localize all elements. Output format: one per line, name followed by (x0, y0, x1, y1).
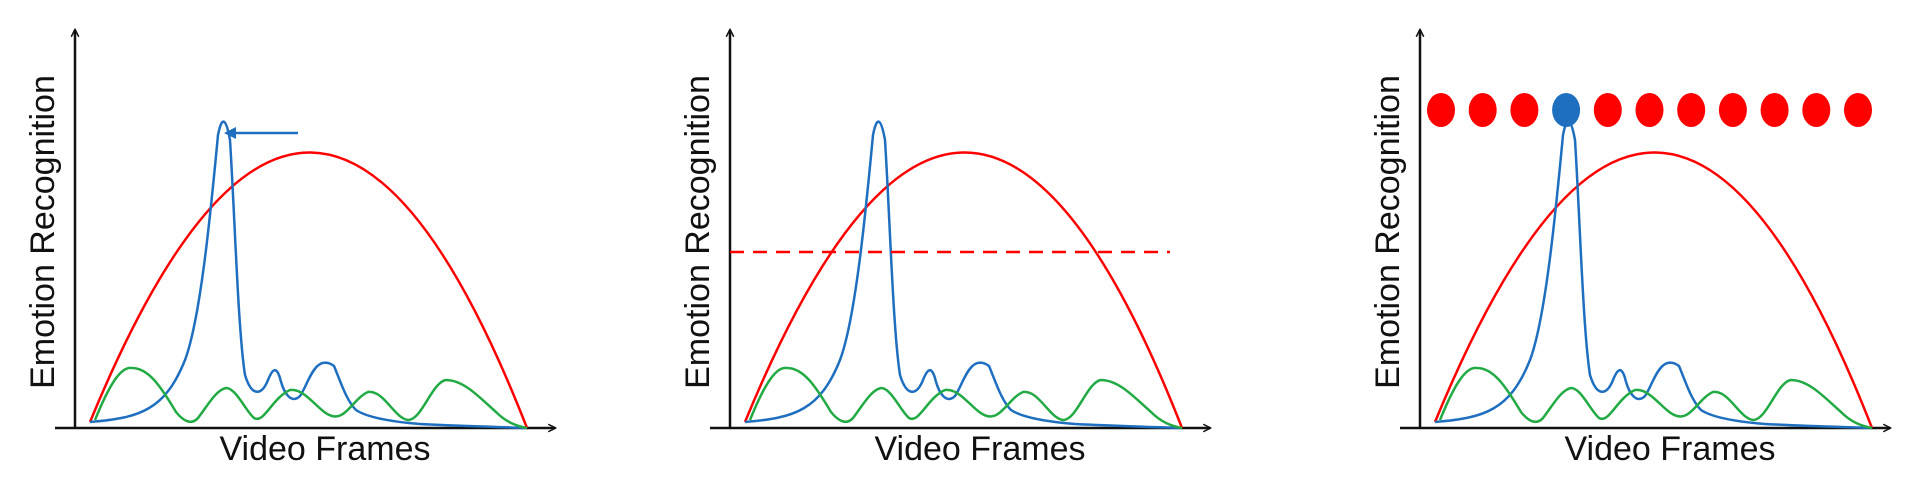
panel-1: Video Frames Emotion Recognition (24, 30, 555, 468)
frame-dot (1635, 93, 1664, 127)
blue-curve (89, 120, 528, 430)
y-axis-label: Emotion Recognition (679, 75, 717, 389)
panel-3: Video Frames Emotion Recognition (1369, 30, 1890, 468)
frame-dot (1510, 93, 1539, 127)
frame-dot (1427, 93, 1455, 127)
x-axis-label: Video Frames (874, 430, 1085, 468)
red-curve (1433, 151, 1874, 429)
frame-dot (1802, 93, 1831, 127)
red-curve (743, 151, 1184, 429)
y-axis-label: Emotion Recognition (1369, 75, 1407, 389)
y-axis-label: Emotion Recognition (24, 75, 62, 389)
green-curve (1438, 366, 1873, 430)
frame-dots-row (1427, 93, 1872, 127)
frame-dot (1718, 93, 1747, 127)
green-curve (748, 366, 1183, 430)
x-axis-label: Video Frames (1564, 430, 1775, 468)
frame-dot (1468, 93, 1497, 127)
frame-dot (1677, 93, 1706, 127)
frame-dot-selected (1552, 93, 1581, 127)
red-curve (88, 151, 529, 429)
blue-curve (744, 120, 1183, 430)
frame-dot (1844, 93, 1872, 127)
panel-2: Video Frames Emotion Recognition (679, 30, 1210, 468)
frame-dot (1760, 93, 1789, 127)
blue-curve (1434, 120, 1873, 430)
x-axis-label: Video Frames (219, 430, 430, 468)
green-curve (93, 366, 528, 430)
frame-dot (1593, 93, 1622, 127)
